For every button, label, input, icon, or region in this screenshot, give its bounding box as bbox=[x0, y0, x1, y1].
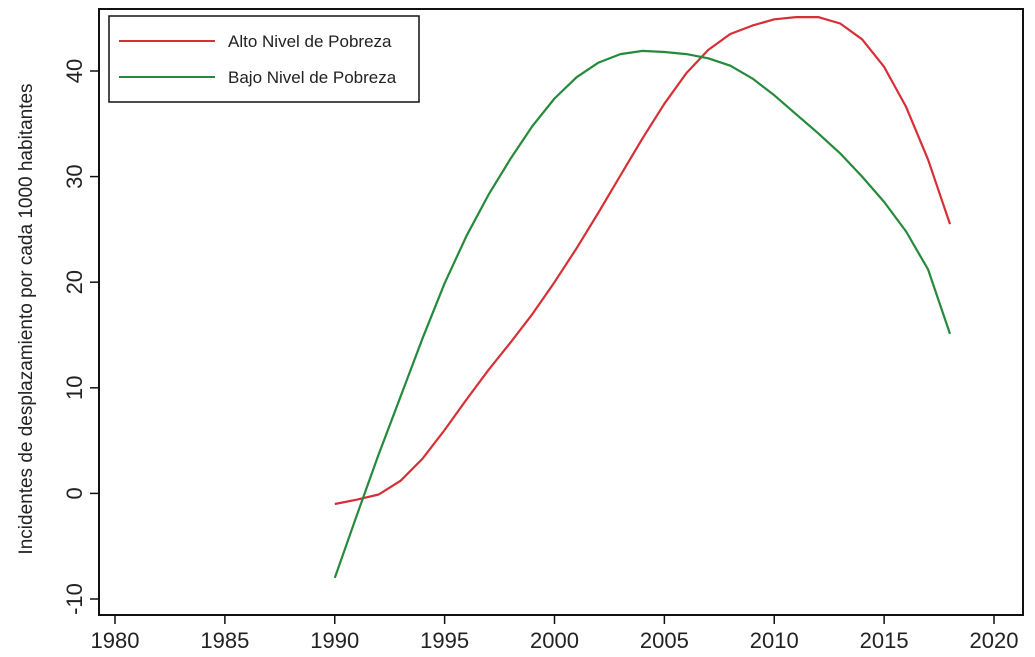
y-tick-label: 40 bbox=[62, 59, 87, 83]
legend-box bbox=[108, 15, 420, 103]
x-axis: 1980 1985 1990 1995 2000 2005 2010 2015 2020 bbox=[91, 615, 1019, 653]
x-tick-label: 2020 bbox=[970, 628, 1019, 653]
y-tick-label: -10 bbox=[62, 583, 87, 615]
x-tick-label: 1980 bbox=[91, 628, 140, 653]
x-tick-label: 1990 bbox=[310, 628, 359, 653]
y-axis: -10 0 10 20 30 40 bbox=[62, 59, 99, 615]
plot-frame bbox=[98, 8, 1024, 616]
series-layer bbox=[333, 16, 952, 579]
x-tick-label: 1985 bbox=[200, 628, 249, 653]
series-line-bajo bbox=[333, 49, 952, 579]
x-tick-label: 1995 bbox=[420, 628, 469, 653]
y-tick-label: 0 bbox=[62, 487, 87, 499]
y-axis-title: Incidentes de desplazamiento por cada 10… bbox=[16, 83, 37, 554]
legend: Alto Nivel de Pobreza Bajo Nivel de Pobr… bbox=[108, 15, 420, 103]
y-tick-label: 30 bbox=[62, 164, 87, 188]
series-line-alto bbox=[334, 16, 952, 506]
legend-label-bajo: Bajo Nivel de Pobreza bbox=[228, 68, 397, 87]
x-tick-label: 2015 bbox=[860, 628, 909, 653]
x-tick-label: 2005 bbox=[640, 628, 689, 653]
y-tick-label: 20 bbox=[62, 270, 87, 294]
legend-label-alto: Alto Nivel de Pobreza bbox=[228, 32, 392, 51]
y-tick-label: 10 bbox=[62, 376, 87, 400]
x-tick-label: 2010 bbox=[750, 628, 799, 653]
x-tick-label: 2000 bbox=[530, 628, 579, 653]
